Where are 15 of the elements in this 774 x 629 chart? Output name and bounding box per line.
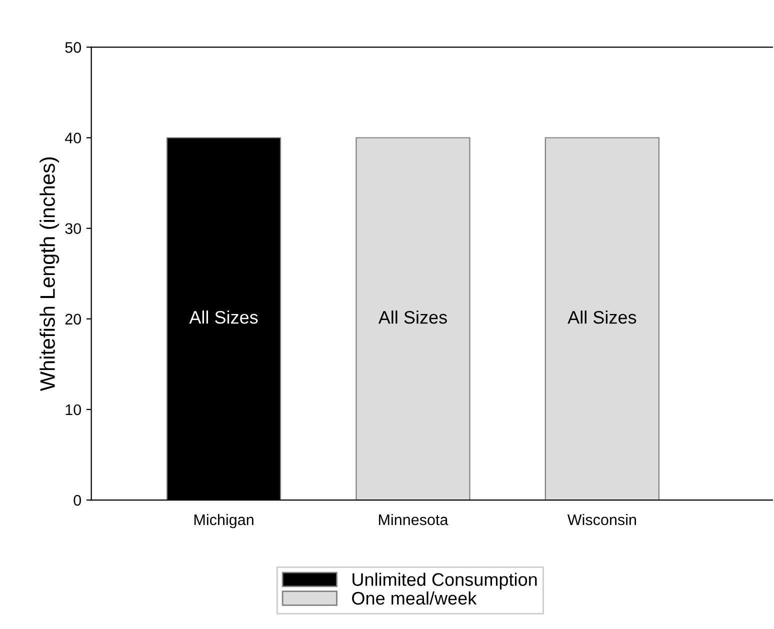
annotation: All Sizes — [378, 310, 447, 324]
y-tick-label: 50 — [65, 42, 82, 53]
annotation: All Sizes — [189, 310, 258, 324]
y-tick-label: 30 — [65, 223, 82, 234]
y-axis-title: Whitefish Length (inches) — [40, 157, 60, 392]
x-tick-label: Minnesota — [378, 514, 448, 526]
y-tick-label: 10 — [66, 404, 82, 416]
y-tick-label: 20 — [65, 314, 82, 325]
annotation: All Sizes — [568, 310, 636, 324]
legend-label: One meal/week — [352, 591, 477, 605]
y-tick-label: 0 — [74, 494, 82, 506]
x-tick-label: Michigan — [194, 514, 254, 528]
x-tick-label: Wisconsin — [567, 514, 636, 526]
y-tick-label: 40 — [64, 132, 82, 144]
legend-label: Unlimited Consumption — [352, 572, 537, 590]
